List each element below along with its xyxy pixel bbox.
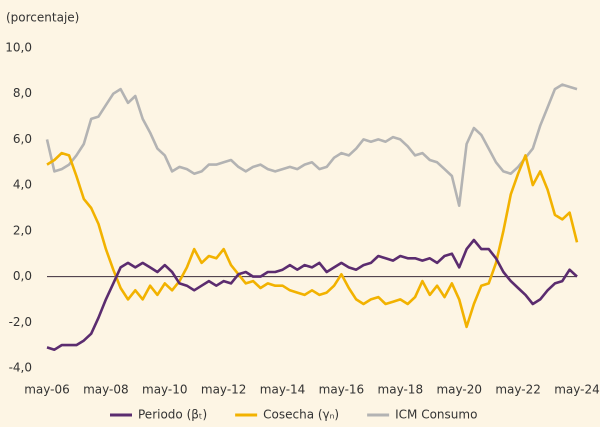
y-tick-label: 10,0 xyxy=(5,41,32,55)
legend-label: Periodo (βₜ) xyxy=(138,408,207,422)
x-tick-label: may-14 xyxy=(260,383,306,397)
y-tick-label: -2,0 xyxy=(9,315,32,329)
x-tick-label: may-16 xyxy=(319,383,365,397)
series-line xyxy=(46,151,579,329)
x-tick-label: may-06 xyxy=(24,383,70,397)
x-tick-label: may-08 xyxy=(83,383,129,397)
x-tick-label: may-24 xyxy=(554,383,600,397)
x-tick-label: may-22 xyxy=(495,383,541,397)
series-line xyxy=(45,83,578,207)
x-tick-label: may-10 xyxy=(142,383,188,397)
y-tick-label: 8,0 xyxy=(13,86,32,100)
y-tick-label: 4,0 xyxy=(13,178,32,192)
y-tick-label: -4,0 xyxy=(9,361,32,375)
y-axis-label: (porcentaje) xyxy=(6,11,79,25)
y-tick-label: 0,0 xyxy=(13,269,32,283)
legend-label: ICM Consumo xyxy=(395,408,477,422)
x-tick-label: may-12 xyxy=(201,383,247,397)
y-tick-label: 2,0 xyxy=(13,223,32,237)
legend-label: Cosecha (γₙ) xyxy=(263,408,339,422)
y-tick-label: 6,0 xyxy=(13,132,32,146)
series-line xyxy=(46,238,578,352)
x-tick-label: may-18 xyxy=(378,383,424,397)
x-tick-label: may-20 xyxy=(436,383,482,397)
